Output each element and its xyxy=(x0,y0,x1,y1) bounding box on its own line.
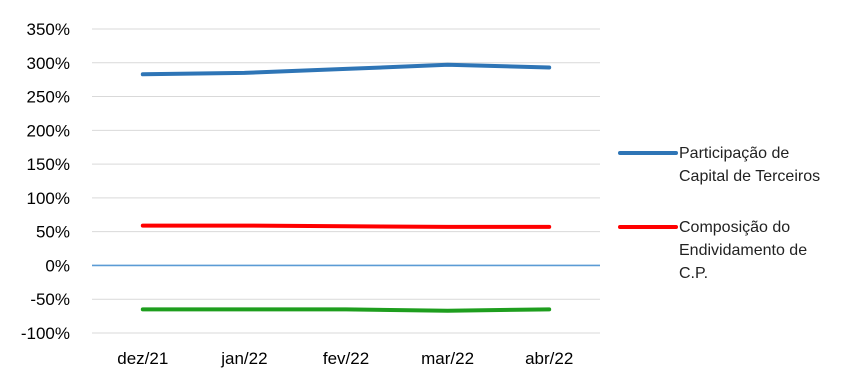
series-lines xyxy=(140,62,552,313)
x-tick-label: abr/22 xyxy=(525,349,573,368)
legend-label-0: Capital de Terceiros xyxy=(679,168,820,185)
y-tick-label: 100% xyxy=(27,189,70,208)
legend-label-1: C.P. xyxy=(679,265,708,282)
x-tick-label: jan/22 xyxy=(220,349,267,368)
legend-label-0: Participação de xyxy=(679,145,789,162)
y-tick-label: 0% xyxy=(45,256,70,275)
x-axis-tick-labels: dez/21 jan/22 fev/22 mar/22 abr/22 xyxy=(117,349,573,368)
y-tick-label: 250% xyxy=(27,88,70,107)
y-tick-label: 150% xyxy=(27,155,70,174)
x-tick-label: dez/21 xyxy=(117,349,168,368)
series-line-0 xyxy=(140,62,552,77)
y-tick-label: 350% xyxy=(27,20,70,39)
series-line-2 xyxy=(140,307,552,313)
x-tick-label: mar/22 xyxy=(421,349,474,368)
gridlines xyxy=(92,28,600,334)
y-tick-label: 200% xyxy=(27,121,70,140)
y-tick-label: 50% xyxy=(36,223,70,242)
legend: Participação de Capital de Terceiros Compo… xyxy=(618,145,820,282)
legend-label-1: Composição do xyxy=(679,219,790,236)
y-tick-label: -50% xyxy=(30,290,70,309)
y-tick-label: 300% xyxy=(27,54,70,73)
y-axis-tick-labels: 350% 300% 250% 200% 150% 100% 50% 0% -50% -100% xyxy=(21,20,70,343)
y-tick-label: -100% xyxy=(21,324,70,343)
x-tick-label: fev/22 xyxy=(323,349,369,368)
legend-label-1: Endividamento de xyxy=(679,242,807,259)
series-line-1 xyxy=(140,223,552,229)
